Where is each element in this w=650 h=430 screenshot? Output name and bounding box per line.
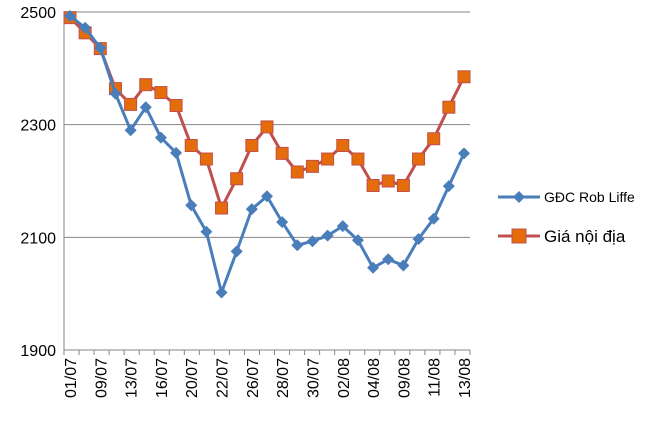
data-point-square: [442, 100, 456, 114]
data-point-square: [351, 152, 365, 166]
x-tick-label: 30/07: [305, 358, 322, 398]
data-point-diamond: [397, 259, 410, 272]
data-point-diamond: [458, 147, 470, 160]
x-tick-label: 13/08: [457, 358, 474, 398]
x-tick-label: 13/07: [124, 358, 141, 398]
data-point-square: [139, 78, 153, 92]
data-point-diamond: [139, 101, 152, 114]
data-point-diamond: [276, 216, 289, 229]
data-point-diamond: [200, 225, 213, 238]
data-point-diamond: [215, 286, 228, 299]
data-point-diamond: [185, 199, 198, 212]
x-tick-label: 09/08: [396, 358, 413, 398]
x-tick-label: 01/07: [63, 358, 80, 398]
x-tick-label: 11/08: [427, 358, 444, 397]
series-group: [63, 9, 471, 299]
data-point-square: [321, 152, 335, 166]
data-point-diamond: [109, 87, 122, 100]
data-point-square: [124, 97, 138, 111]
legend-label-gdc-rob-liffe: GĐC Rob Liffe: [544, 189, 635, 205]
series-line-gdc-rob-liffe: [69, 14, 466, 294]
x-axis-ticks: 01/07 09/07 13/07 16/07 20/07 22/07 26/07 28/07…: [63, 358, 474, 398]
data-point-square: [230, 172, 244, 186]
data-point-square: [275, 146, 289, 160]
x-tick-label: 26/07: [245, 358, 262, 398]
x-tick-label: 22/07: [215, 358, 232, 398]
y-tick-label: 2500: [20, 5, 56, 22]
data-point-diamond: [261, 190, 273, 203]
data-point-diamond: [321, 229, 334, 242]
legend-marker-square: [511, 228, 527, 244]
data-point-square: [305, 159, 319, 173]
y-tick-label: 1900: [20, 343, 56, 360]
legend-marker-diamond: [513, 191, 525, 203]
data-point-diamond: [367, 261, 380, 274]
data-point-square: [396, 179, 410, 193]
data-point-diamond: [412, 233, 425, 246]
y-tick-label: 2300: [20, 118, 56, 135]
x-tick-label: 28/07: [275, 358, 292, 398]
legend: GĐC Rob Liffe Giá nội địa: [498, 189, 635, 246]
x-tick-label: 04/08: [366, 358, 383, 398]
data-point-diamond: [170, 146, 183, 159]
data-point-square: [245, 139, 259, 153]
data-point-diamond: [427, 212, 440, 225]
data-point-diamond: [154, 131, 167, 144]
data-point-square: [260, 120, 274, 134]
x-tick-label: 09/07: [93, 358, 110, 398]
data-point-square: [199, 152, 213, 166]
data-point-diamond: [124, 124, 137, 137]
data-point-square: [427, 132, 441, 146]
x-tick-label: 20/07: [184, 358, 201, 398]
x-tick-label: 02/08: [336, 358, 353, 398]
y-axis-ticks: 1900 2100 2300 2500: [20, 5, 56, 360]
data-point-square: [154, 86, 168, 100]
data-point-square: [184, 139, 198, 153]
data-point-diamond: [291, 239, 304, 252]
data-point-diamond: [351, 234, 364, 247]
data-point-square: [336, 139, 350, 153]
data-point-diamond: [245, 203, 258, 216]
data-point-square: [457, 70, 471, 84]
data-point-diamond: [336, 220, 349, 233]
data-point-diamond: [64, 9, 76, 22]
data-point-diamond: [79, 21, 92, 34]
data-point-square: [169, 99, 183, 113]
x-tick-label: 16/07: [154, 358, 171, 398]
data-point-diamond: [306, 235, 319, 248]
legend-label-gia-noi-dia: Giá nội địa: [544, 227, 626, 246]
data-point-diamond: [442, 180, 455, 193]
data-point-square: [215, 201, 229, 215]
data-point-square: [366, 179, 380, 193]
data-point-diamond: [230, 245, 243, 258]
data-point-diamond: [382, 253, 395, 266]
axes: [63, 12, 471, 355]
y-tick-label: 2100: [20, 230, 56, 247]
data-point-square: [290, 165, 304, 179]
data-point-square: [381, 174, 395, 188]
data-point-diamond: [94, 42, 107, 55]
data-point-square: [412, 152, 426, 166]
